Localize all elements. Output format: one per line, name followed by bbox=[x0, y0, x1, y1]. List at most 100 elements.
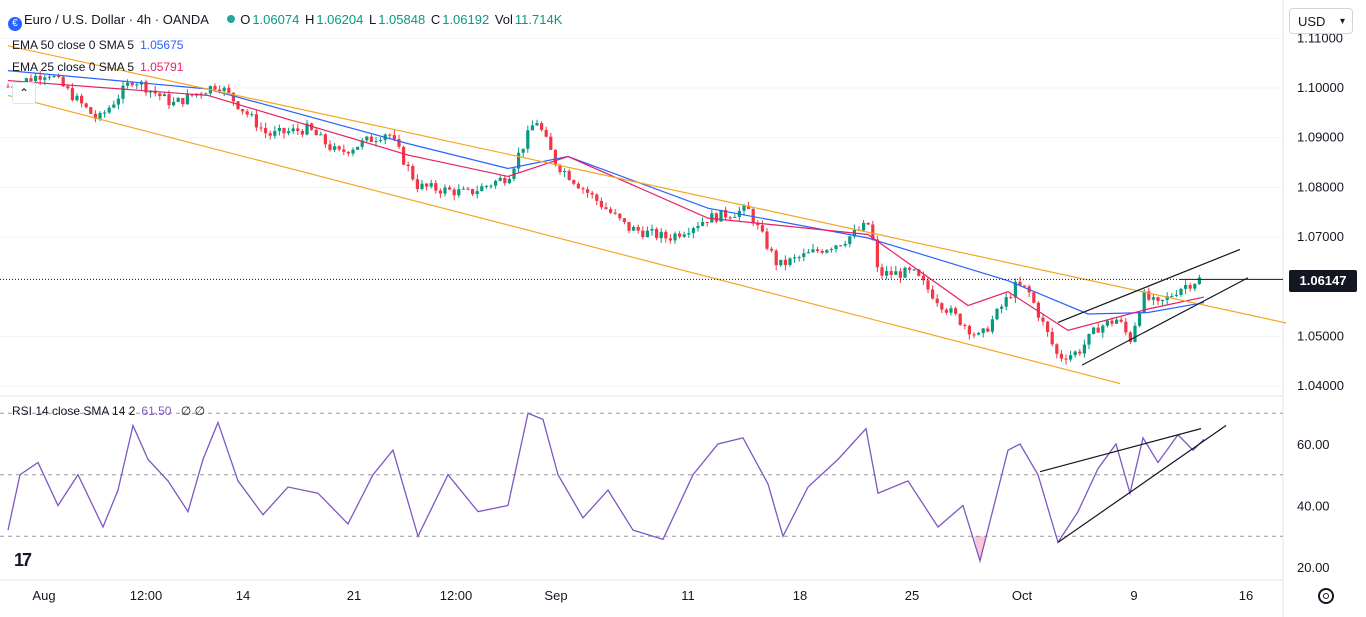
candle-body bbox=[185, 93, 189, 105]
candle-body bbox=[793, 257, 797, 259]
candle-body bbox=[420, 183, 424, 189]
candle-body bbox=[231, 92, 235, 102]
candle-body bbox=[1004, 297, 1008, 307]
candle-body bbox=[392, 135, 396, 140]
candle-body bbox=[701, 221, 705, 226]
candle-body bbox=[1046, 321, 1050, 333]
candle-body bbox=[632, 226, 636, 231]
ema50-value: 1.05675 bbox=[140, 38, 184, 52]
candle-body bbox=[1115, 319, 1119, 324]
candle-body bbox=[1036, 302, 1040, 318]
candle-body bbox=[75, 95, 79, 101]
rsi-trend-line bbox=[1057, 425, 1227, 543]
candle-body bbox=[1161, 299, 1165, 301]
candle-body bbox=[162, 94, 166, 97]
chart-header: € Euro / U.S. Dollar · 4h · OANDA O 1.0607… bbox=[8, 12, 564, 31]
currency-select[interactable]: USD ▾ bbox=[1289, 8, 1353, 34]
ema50-legend[interactable]: EMA 50 close 0 SMA 5 1.05675 bbox=[12, 38, 183, 52]
candle-body bbox=[457, 189, 461, 196]
candle-body bbox=[415, 179, 419, 189]
candle-body bbox=[213, 86, 217, 90]
candle-body bbox=[622, 218, 626, 223]
candle-body bbox=[535, 123, 539, 126]
candle-body bbox=[673, 233, 677, 241]
ema25-legend[interactable]: EMA 25 close 0 SMA 5 1.05791 bbox=[12, 60, 183, 74]
candle-body bbox=[351, 149, 355, 154]
candle-body bbox=[365, 136, 369, 141]
candle-body bbox=[176, 97, 180, 102]
candle-body bbox=[990, 319, 994, 332]
candle-body bbox=[167, 94, 171, 106]
wedge-trend-line bbox=[1057, 248, 1241, 323]
candle-body bbox=[277, 127, 281, 131]
candle-body bbox=[1105, 320, 1109, 326]
ema25-line bbox=[7, 79, 1205, 332]
candle-body bbox=[705, 221, 709, 223]
candle-body bbox=[544, 129, 548, 137]
symbol-title: Euro / U.S. Dollar · 4h · OANDA bbox=[24, 12, 209, 27]
rsi-legend[interactable]: RSI 14 close SMA 14 2 61.50 ∅ ∅ bbox=[12, 404, 205, 418]
candle-body bbox=[107, 107, 111, 113]
low-label: L bbox=[368, 12, 377, 27]
time-tick-label: 9 bbox=[1130, 588, 1137, 603]
ema25-label: EMA 25 close 0 SMA 5 bbox=[12, 60, 135, 74]
candle-body bbox=[816, 249, 820, 252]
candle-body bbox=[1193, 283, 1197, 289]
candle-body bbox=[388, 134, 392, 136]
candle-body bbox=[126, 82, 130, 86]
chart-settings-icon[interactable] bbox=[1318, 588, 1334, 604]
candle-body bbox=[714, 213, 718, 222]
candle-body bbox=[70, 88, 74, 101]
volume-value: 11.714K bbox=[514, 12, 563, 27]
candle-body bbox=[1064, 358, 1068, 360]
candle-body bbox=[954, 308, 958, 314]
wedge-trend-line bbox=[1081, 277, 1249, 366]
candle-body bbox=[530, 125, 534, 131]
candle-body bbox=[908, 267, 912, 270]
candle-body bbox=[521, 148, 525, 153]
candle-body bbox=[590, 192, 594, 195]
candle-body bbox=[875, 239, 879, 268]
time-tick-label: 12:00 bbox=[440, 588, 473, 603]
rsi-trend-line bbox=[1039, 428, 1202, 473]
candle-body bbox=[747, 205, 751, 209]
candle-body bbox=[788, 258, 792, 266]
close-label: C bbox=[430, 12, 441, 27]
candle-body bbox=[319, 134, 323, 136]
candle-body bbox=[1096, 327, 1100, 333]
candle-body bbox=[264, 128, 268, 134]
candle-body bbox=[682, 234, 686, 237]
candle-body bbox=[650, 228, 654, 231]
candle-body bbox=[1165, 296, 1169, 300]
rsi-line bbox=[7, 412, 1205, 564]
candle-body bbox=[471, 189, 475, 195]
tradingview-logo-icon[interactable]: 17 bbox=[14, 550, 32, 570]
collapse-legend-button[interactable]: ⌃ bbox=[12, 82, 36, 104]
candle-body bbox=[333, 146, 337, 150]
price-tick-label: 1.10000 bbox=[1297, 80, 1344, 95]
price-tick-label: 1.07000 bbox=[1297, 229, 1344, 244]
candle-body bbox=[1133, 325, 1137, 342]
candle-body bbox=[563, 171, 567, 173]
euro-symbol-icon: € bbox=[8, 17, 22, 31]
candle-body bbox=[783, 259, 787, 266]
candle-body bbox=[862, 222, 866, 231]
candle-body bbox=[360, 140, 364, 147]
candle-body bbox=[770, 248, 774, 251]
candle-body bbox=[921, 275, 925, 281]
candle-body bbox=[1059, 353, 1063, 359]
candle-body bbox=[668, 238, 672, 241]
candle-body bbox=[346, 151, 350, 154]
candle-body bbox=[84, 103, 88, 108]
candle-body bbox=[1142, 291, 1146, 313]
candle-body bbox=[291, 128, 295, 132]
candle-body bbox=[981, 328, 985, 333]
candle-body bbox=[678, 233, 682, 237]
candle-body bbox=[116, 98, 120, 105]
candle-body bbox=[645, 230, 649, 238]
candle-body bbox=[1170, 295, 1174, 297]
time-tick-label: Sep bbox=[544, 588, 567, 603]
candle-body bbox=[1124, 321, 1128, 333]
time-tick-label: 11 bbox=[681, 588, 695, 603]
